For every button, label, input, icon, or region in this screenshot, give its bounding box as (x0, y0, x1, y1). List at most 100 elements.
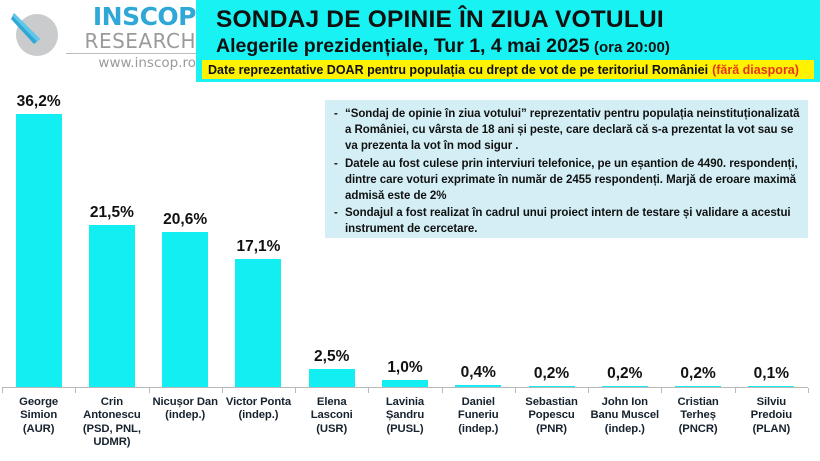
category-label-line: (PSD, PNL, (82, 422, 141, 435)
representativity-banner: Date reprezentative DOAR pentru populați… (202, 60, 814, 79)
inscop-logo: INSCOP RESEARCH www.inscop.ro (0, 0, 197, 82)
bar-slot: 0,2% (661, 82, 734, 388)
methodology-note-box: - “Sondaj de opinie în ziua votului” repr… (325, 100, 808, 238)
x-axis-tick (441, 388, 443, 393)
category-label-line: Antonescu (83, 409, 141, 422)
bullet-dash-icon: - (334, 108, 338, 120)
x-axis-category-label: George Simion (AUR) (2, 396, 75, 436)
x-axis-category-label: Daniel Funeriu (indep.) (442, 396, 515, 436)
methodology-note-item: - “Sondaj de opinie în ziua votului” repr… (331, 106, 800, 155)
bar-value-label: 0,2% (533, 365, 570, 382)
bar-value-label: 21,5% (89, 204, 134, 222)
chart-bar[interactable] (235, 258, 282, 388)
category-label-line: Victor Ponta (225, 396, 292, 408)
category-label-line: Cristian (677, 396, 719, 408)
chart-bar[interactable] (15, 114, 62, 388)
category-label-line: (AUR) (22, 422, 55, 435)
methodology-note-text: Datele au fost culese prin interviuri te… (345, 157, 798, 203)
bar-slot: 20,6% (149, 82, 222, 388)
x-axis-category-label: Lavinia Șandru (PUSL) (368, 396, 441, 436)
x-axis-tick (368, 388, 370, 393)
x-axis-category-label: Elena Lasconi (USR) (295, 396, 368, 436)
category-label-line: (PNR) (536, 422, 567, 435)
x-axis-tick (514, 388, 516, 393)
category-label-line: (PUSL) (386, 422, 424, 435)
category-label-line: Elena (316, 396, 347, 408)
page-subtitle: Alegerile prezidențiale, Tur 1, 4 mai 20… (216, 35, 590, 57)
gauge-dial-icon (10, 8, 62, 60)
methodology-note-item: - Sondajul a fost realizat în cadrul unui… (331, 205, 800, 237)
page-subtitle-time: (ora 20:00) (594, 39, 670, 56)
bar-slot: 0,2% (515, 82, 588, 388)
bar-slot: 21,5% (75, 82, 148, 388)
bar-slot: 36,2% (2, 82, 75, 388)
bar-slot: 17,1% (222, 82, 295, 388)
x-axis-category-label: Silviu Predoiu (PLAN) (735, 396, 808, 436)
logo-subbrand: RESEARCH (84, 29, 196, 53)
bar-chart: 36,2% 21,5% 20,6% 17,1% 2,5% 1,0% 0,4% 0,2% 0,2%… (0, 82, 820, 461)
bar-value-label: 0,2% (680, 365, 716, 382)
category-label-line: Funeriu (457, 409, 499, 422)
chart-bar[interactable] (455, 384, 502, 388)
category-label-line: (indep.) (238, 409, 279, 422)
category-label-line: Sebastian (525, 396, 578, 408)
x-axis-tick (661, 388, 663, 393)
bar-slot: 1,0% (368, 82, 441, 388)
inscop-logo-text: INSCOP RESEARCH www.inscop.ro (60, 2, 197, 71)
x-axis-tick (75, 388, 77, 393)
bullet-dash-icon: - (334, 157, 338, 170)
page-title: SONDAJ DE OPINIE ÎN ZIUA VOTULUI (216, 6, 664, 33)
category-label-line: Daniel (461, 396, 495, 408)
category-label-line: (indep.) (458, 422, 499, 435)
x-axis-tick (221, 388, 223, 393)
bar-slot: 0,1% (735, 82, 808, 388)
bar-value-label: 0,1% (753, 365, 790, 382)
title-band: SONDAJ DE OPINIE ÎN ZIUA VOTULUI Alegeri… (196, 0, 820, 82)
category-label-line: Crin (100, 396, 123, 408)
bar-slot: 0,4% (442, 82, 515, 388)
methodology-note-text: Sondajul a fost realizat în cadrul unui … (345, 207, 791, 236)
category-label-line: Lavinia (385, 396, 425, 408)
x-axis-category-label: Crin Antonescu (PSD, PNL, UDMR) (75, 396, 148, 450)
logo-url: www.inscop.ro (98, 55, 196, 71)
chart-bar[interactable] (88, 225, 135, 388)
bar-value-label: 36,2% (16, 93, 61, 111)
chart-bar[interactable] (162, 232, 209, 388)
category-label-line: Silviu Predoiu (750, 396, 793, 422)
bar-slot: 0,2% (588, 82, 661, 388)
x-axis-category-label: Nicușor Dan (indep.) (149, 396, 222, 423)
bar-value-label: 0,2% (607, 365, 643, 382)
x-axis-category-label: Cristian Terheș (PNCR) (661, 396, 734, 436)
bar-value-label: 20,6% (163, 211, 208, 229)
category-label-line: (PLAN) (752, 422, 791, 435)
category-label-line: Banu Muscel (590, 409, 660, 422)
category-label-line: (indep.) (165, 409, 206, 422)
bullet-dash-icon: - (334, 207, 338, 220)
bar-slot: 2,5% (295, 82, 368, 388)
banner-highlight: (fără diaspora) (712, 62, 799, 77)
methodology-note-item: - Datele au fost culese prin interviuri t… (331, 156, 800, 205)
category-label-line: Nicușor Dan (152, 396, 218, 408)
chart-bar[interactable] (381, 380, 428, 388)
x-axis-tick (588, 388, 590, 393)
bar-value-label: 17,1% (236, 237, 281, 255)
category-label-line: Lasconi (310, 409, 353, 422)
page-subtitle-row: Alegerile prezidențiale, Tur 1, 4 mai 20… (216, 35, 670, 58)
page-header: INSCOP RESEARCH www.inscop.ro SONDAJ DE … (0, 0, 820, 82)
logo-brand: INSCOP (92, 2, 197, 31)
x-axis-line (2, 387, 808, 388)
category-label-line: George (19, 396, 59, 408)
chart-plot-area: 36,2% 21,5% 20,6% 17,1% 2,5% 1,0% 0,4% 0,2% 0,2%… (0, 82, 820, 388)
category-label-line: (PNCR) (678, 422, 718, 435)
category-label-line: UDMR) (93, 436, 131, 449)
logo-divider (66, 53, 196, 54)
x-axis-category-label: Victor Ponta (indep.) (222, 396, 295, 423)
chart-bar[interactable] (308, 369, 355, 388)
banner-text: Date reprezentative DOAR pentru populați… (208, 62, 709, 77)
bar-value-label: 1,0% (387, 359, 423, 377)
x-axis-category-label: Sebastian Popescu (PNR) (515, 396, 588, 436)
methodology-note-text: “Sondaj de opinie în ziua votului” repre… (345, 108, 800, 153)
x-axis-category-label: John Ion Banu Muscel (indep.) (588, 396, 661, 436)
x-axis-tick (734, 388, 736, 393)
category-label-line: Terheș (680, 409, 716, 422)
